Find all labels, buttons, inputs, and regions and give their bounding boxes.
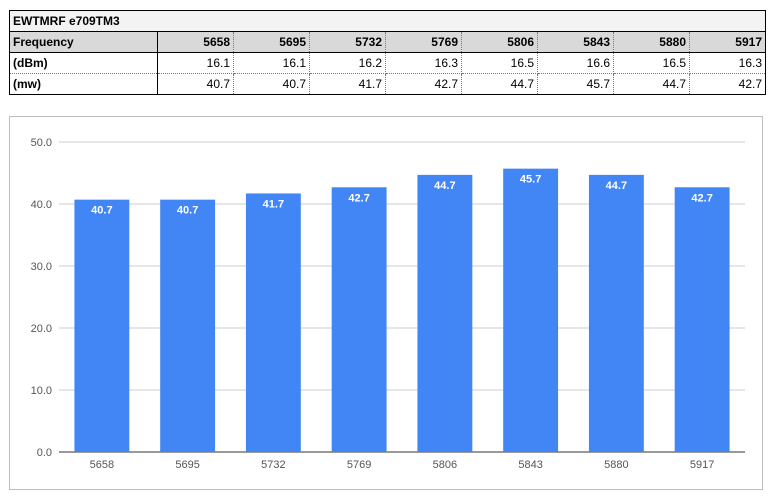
- row-label: (mw): [9, 73, 158, 95]
- table-cell: 45.7: [537, 73, 614, 95]
- table-cell: 16.3: [385, 52, 462, 74]
- bar: [503, 168, 559, 452]
- table-cell: 5695: [233, 31, 310, 53]
- y-tick-label: 40.0: [31, 199, 52, 211]
- bar: [588, 174, 644, 453]
- table-cell: 5880: [613, 31, 690, 53]
- x-tick-label: 5732: [261, 459, 285, 471]
- y-tick-label: 0.0: [37, 447, 52, 459]
- table-title: EWTMRF e709TM3: [9, 10, 766, 32]
- table-cell: 40.7: [233, 73, 310, 95]
- table-cell: 16.2: [309, 52, 386, 74]
- x-tick-label: 5917: [690, 459, 714, 471]
- table-cell: 16.6: [537, 52, 614, 74]
- bar-data-label: 44.7: [434, 180, 455, 192]
- table-cell: 44.7: [613, 73, 690, 95]
- table-cell: 5658: [157, 31, 234, 53]
- table-row-frequency: Frequency 5658 5695 5732 5769 5806 5843 …: [9, 31, 766, 53]
- table-cell: 40.7: [157, 73, 234, 95]
- bar: [674, 187, 730, 452]
- bar-chart: 0.0 10.0 20.0 30.0 40.0 50.0 40.7 5658 40.7 5695 4…: [9, 116, 763, 490]
- x-tick-label: 5658: [90, 459, 114, 471]
- y-tick-label: 50.0: [31, 137, 52, 149]
- table-cell: 16.1: [157, 52, 234, 74]
- bar: [417, 174, 473, 453]
- bar: [331, 187, 387, 452]
- table-row-mw: (mw) 40.7 40.7 41.7 42.7 44.7 45.7 44.7 …: [9, 73, 766, 95]
- data-table: EWTMRF e709TM3 Frequency 5658 5695 5732 …: [9, 10, 766, 95]
- bar-data-label: 41.7: [263, 198, 284, 210]
- row-label: (dBm): [9, 52, 158, 74]
- table-cell: 5769: [385, 31, 462, 53]
- y-tick-label: 20.0: [31, 323, 52, 335]
- table-cell: 5917: [689, 31, 766, 53]
- table-title-row: EWTMRF e709TM3: [9, 10, 766, 32]
- y-tick-label: 30.0: [31, 261, 52, 273]
- x-tick-label: 5806: [433, 459, 457, 471]
- chart-canvas: 0.0 10.0 20.0 30.0 40.0 50.0 40.7 5658 40.7 5695 4…: [31, 137, 745, 471]
- bar-data-label: 42.7: [348, 192, 369, 204]
- x-tick-label: 5843: [518, 459, 542, 471]
- table-cell: 16.5: [461, 52, 538, 74]
- x-tick-label: 5880: [604, 459, 628, 471]
- bar-data-label: 44.7: [606, 180, 627, 192]
- table-cell: 44.7: [461, 73, 538, 95]
- row-label: Frequency: [9, 31, 158, 53]
- bar: [160, 199, 216, 452]
- table-cell: 42.7: [385, 73, 462, 95]
- table-cell: 42.7: [689, 73, 766, 95]
- table-row-dbm: (dBm) 16.1 16.1 16.2 16.3 16.5 16.6 16.5…: [9, 52, 766, 74]
- table-cell: 16.5: [613, 52, 690, 74]
- table-cell: 16.3: [689, 52, 766, 74]
- table-cell: 5843: [537, 31, 614, 53]
- bar-data-label: 40.7: [177, 205, 198, 217]
- x-tick-label: 5769: [347, 459, 371, 471]
- bar-data-label: 40.7: [91, 205, 112, 217]
- x-tick-label: 5695: [175, 459, 199, 471]
- bar: [245, 193, 301, 452]
- bar-data-label: 45.7: [520, 174, 541, 186]
- bar: [74, 199, 130, 452]
- bar-data-label: 42.7: [691, 192, 712, 204]
- table-cell: 5732: [309, 31, 386, 53]
- y-tick-label: 10.0: [31, 385, 52, 397]
- table-cell: 5806: [461, 31, 538, 53]
- table-cell: 41.7: [309, 73, 386, 95]
- table-cell: 16.1: [233, 52, 310, 74]
